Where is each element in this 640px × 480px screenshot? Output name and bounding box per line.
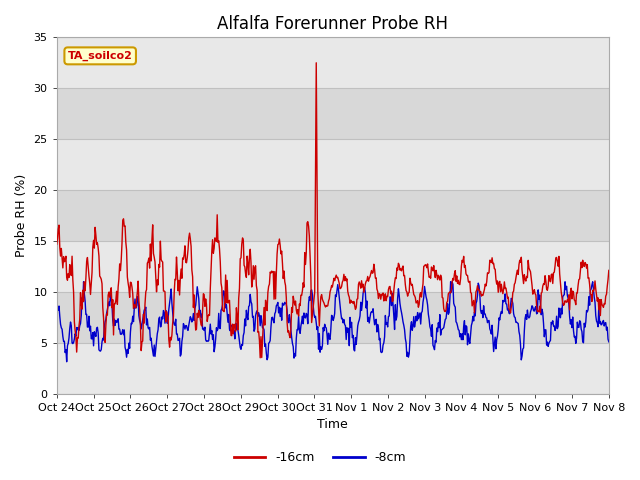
Bar	[57, 343, 609, 394]
X-axis label: Time: Time	[317, 419, 348, 432]
Bar	[57, 292, 609, 343]
Bar	[57, 190, 609, 241]
Legend: -16cm, -8cm: -16cm, -8cm	[229, 446, 411, 469]
Title: Alfalfa Forerunner Probe RH: Alfalfa Forerunner Probe RH	[217, 15, 448, 33]
Bar	[57, 139, 609, 190]
Y-axis label: Probe RH (%): Probe RH (%)	[15, 174, 28, 257]
Text: TA_soilco2: TA_soilco2	[68, 51, 132, 61]
Bar	[57, 37, 609, 88]
Bar	[57, 88, 609, 139]
Bar	[57, 241, 609, 292]
